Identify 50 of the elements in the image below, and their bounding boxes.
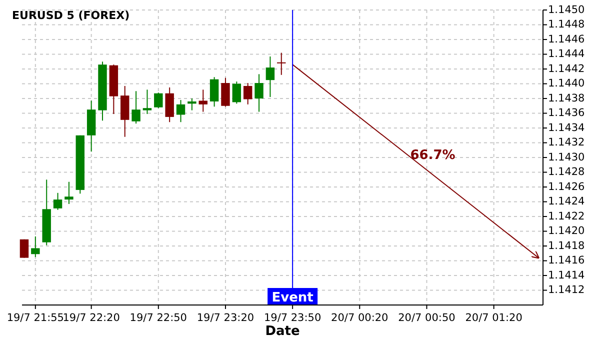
candlestick [188,98,196,111]
y-tick-label: 1.1432 [548,136,585,149]
y-tick-label: 1.1416 [548,254,586,267]
candlestick [31,236,40,258]
y-tick-label: 1.1428 [548,166,585,178]
y-tick-label: 1.1412 [548,284,585,296]
chart-title: EURUSD 5 (FOREX) [12,9,130,22]
x-tick-label: 19/7 23:50 [264,312,322,324]
x-tick-label: 19/7 22:50 [130,312,187,324]
x-tick-label: 19/7 22:20 [62,312,120,324]
candlestick [221,77,230,108]
y-tick-label: 1.1414 [548,269,586,282]
candlestick [154,92,163,109]
y-tick-label: 1.1448 [548,18,585,31]
candlestick [142,89,152,114]
candlestick [176,99,186,123]
candlestick [232,81,242,104]
x-tick-label: 19/7 21:55 [6,312,64,324]
candlestick [198,89,208,112]
ref-line-label: Event [272,290,314,306]
y-tick-label: 1.1450 [548,4,585,16]
y-tick-label: 1.1446 [548,33,586,46]
candlestick [243,82,252,105]
y-tick-label: 1.1426 [548,180,586,193]
y-tick-label: 1.1424 [548,196,586,208]
candlestick [210,76,219,108]
x-tick-label: 20/7 00:20 [331,312,388,324]
x-tick-label: 19/7 23:20 [196,312,254,324]
y-tick-label: 1.1420 [548,225,585,238]
candlestick [53,192,62,210]
annotation: 66.7% [410,148,456,163]
y-tick-label: 1.1434 [548,122,586,134]
candlestick [132,90,140,124]
candlestick [20,238,29,258]
x-axis-title: Date [265,324,300,339]
candlestick [277,52,286,76]
candlestick [266,56,275,98]
candlestick [254,74,264,112]
y-tick-label: 1.1442 [548,62,585,75]
y-tick-label: 1.1418 [548,240,585,252]
x-tick-label: 20/7 01:20 [465,312,522,324]
y-tick-label: 1.1440 [548,78,585,90]
x-tick-label: 20/7 00:50 [398,312,456,324]
y-tick-label: 1.1444 [548,48,586,60]
y-tick-label: 1.1436 [548,107,586,120]
candlestick [64,181,74,204]
y-tick-label: 1.1438 [548,92,585,104]
y-tick-label: 1.1422 [548,210,585,222]
y-tick-label: 1.1430 [548,151,585,164]
candlestick [165,86,174,123]
